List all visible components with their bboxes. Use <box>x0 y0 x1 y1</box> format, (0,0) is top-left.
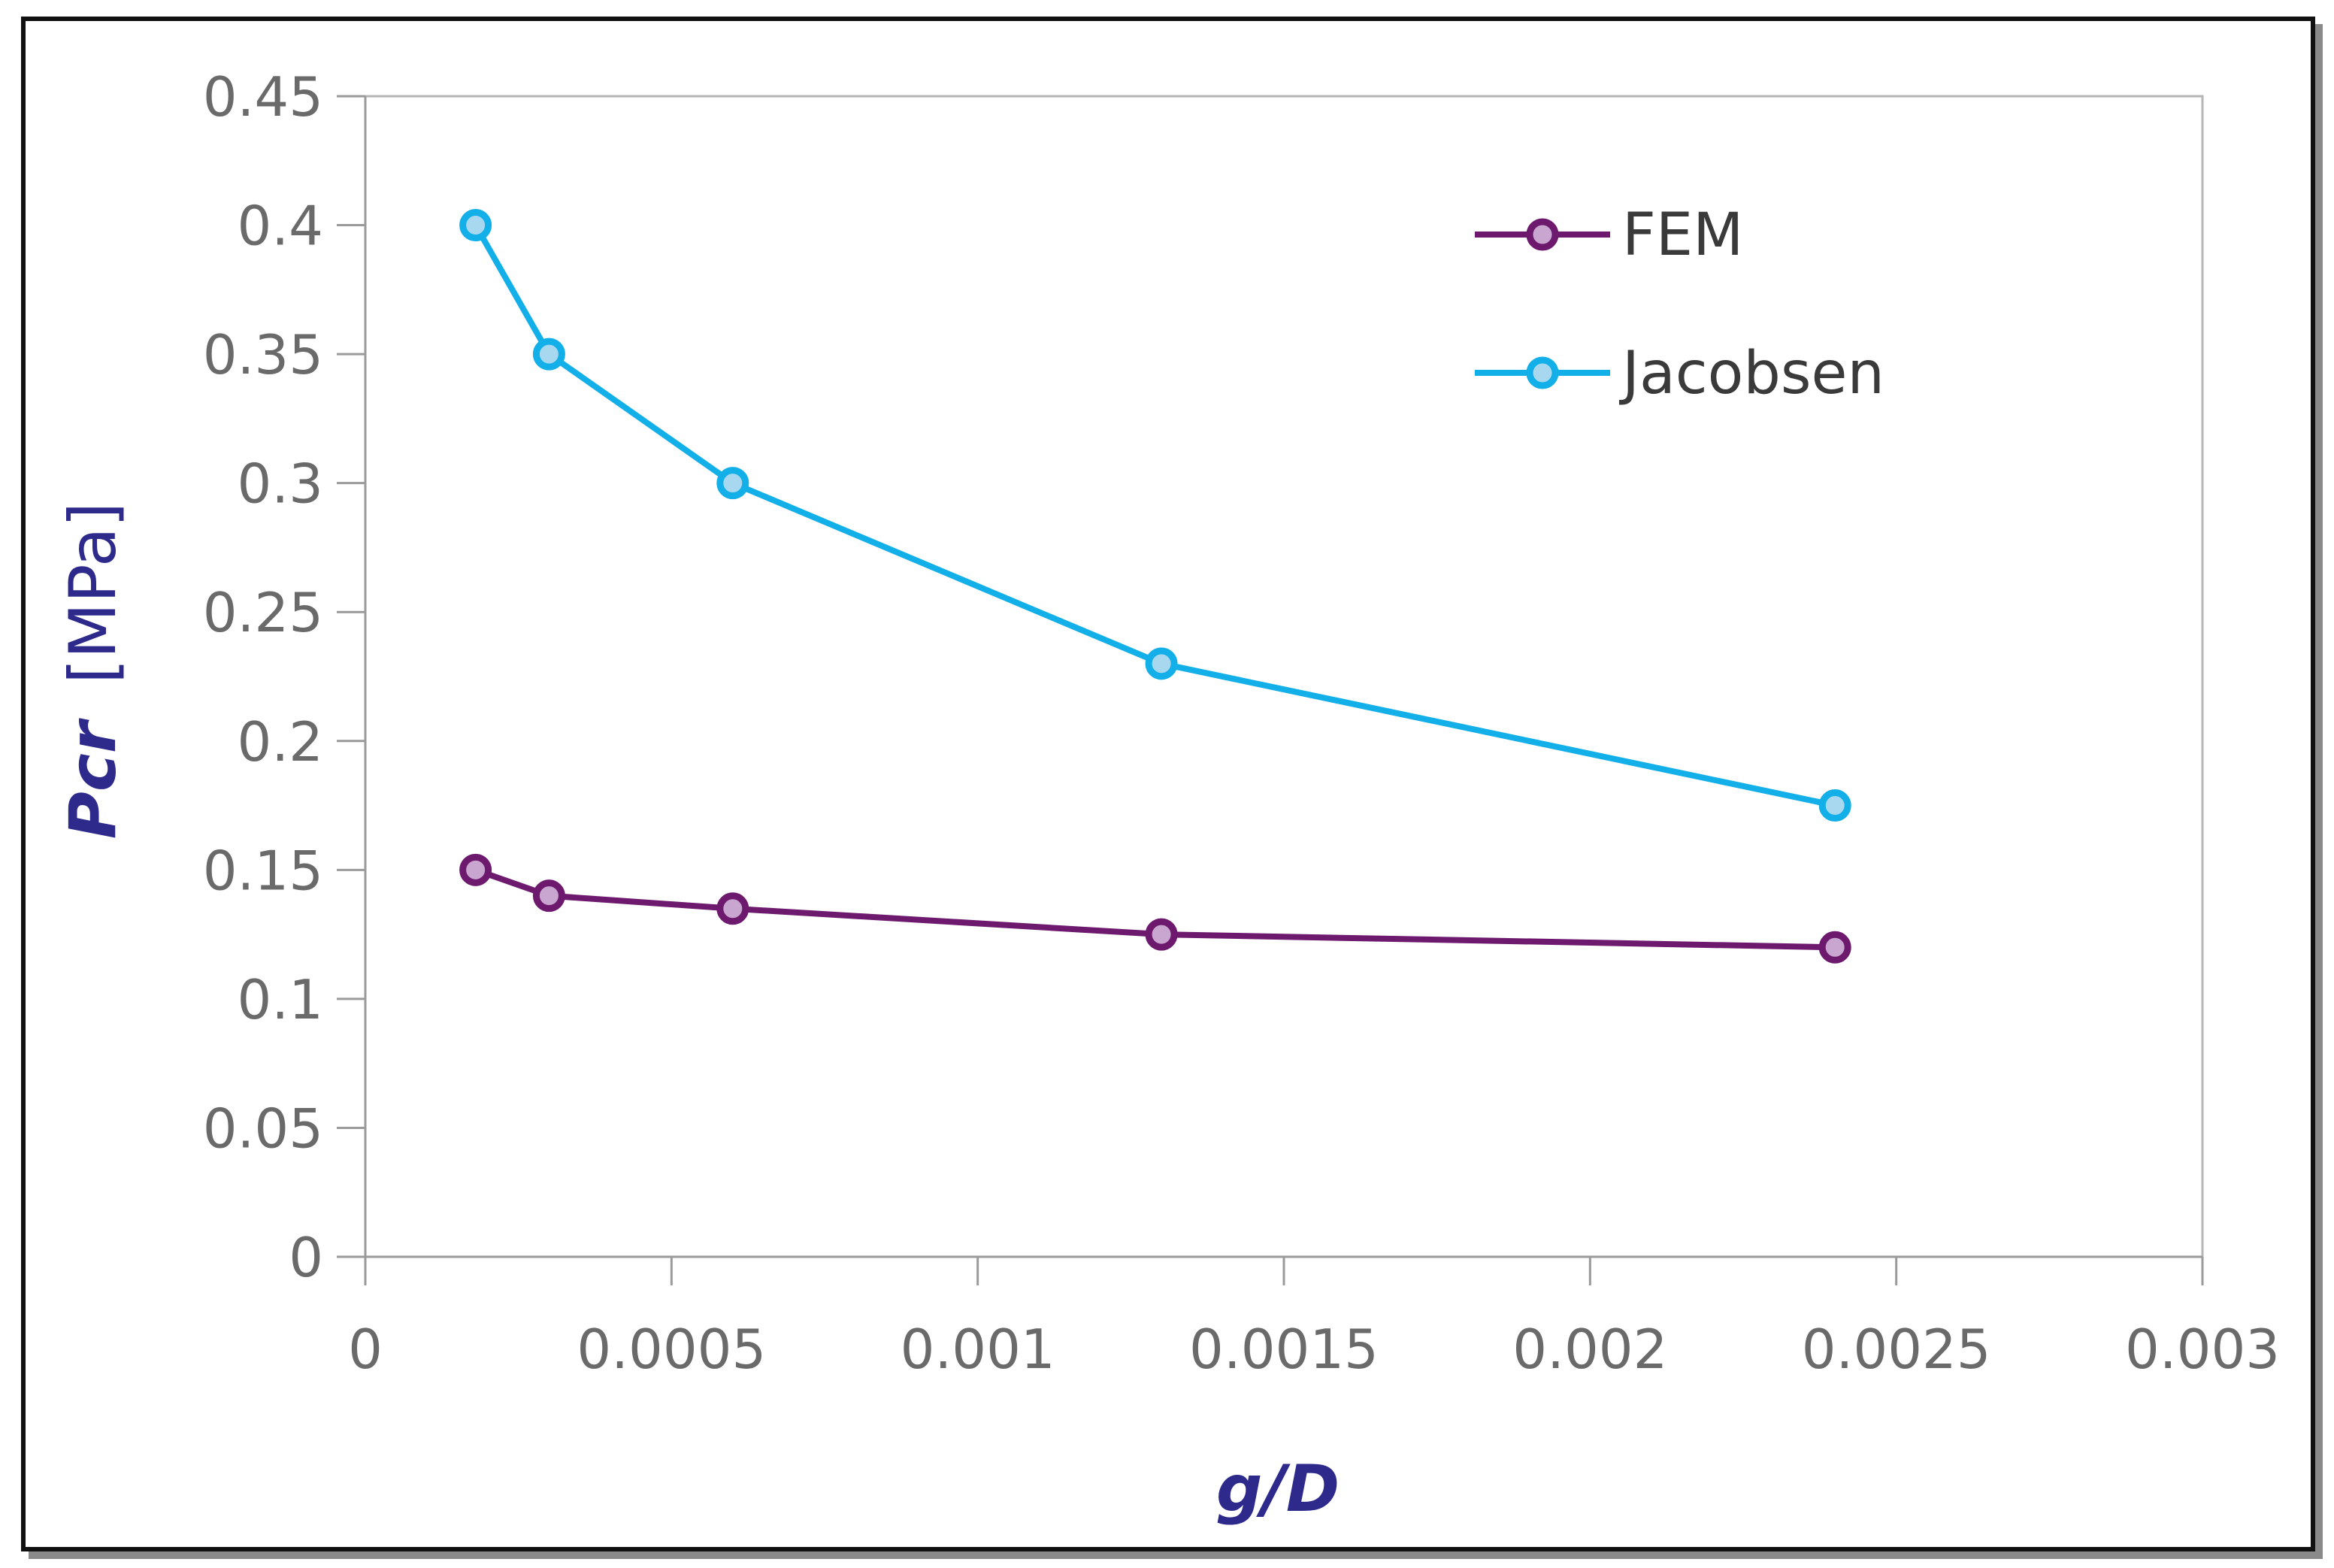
data-point-fem <box>459 853 492 886</box>
plot-area-border <box>364 95 2204 1258</box>
y-tick-label: 0.3 <box>237 453 323 516</box>
data-point-fem <box>1818 931 1851 964</box>
data-point-jacobsen <box>459 209 492 242</box>
chart-frame <box>21 17 2315 1551</box>
legend-item-jacobsen: Jacobsen <box>1475 340 1884 407</box>
x-axis-title: g/D <box>1216 1451 1340 1527</box>
data-point-fem <box>532 879 565 913</box>
legend-item-fem: FEM <box>1475 201 1743 269</box>
y-tick-label: 0 <box>289 1226 323 1289</box>
legend-marker <box>1526 218 1559 251</box>
series-layer <box>459 209 1851 964</box>
x-tick-label: 0.002 <box>1512 1318 1667 1381</box>
series-line-jacobsen <box>473 223 1836 809</box>
x-tick-label: 0.0005 <box>577 1318 766 1381</box>
y-tick-label: 0.35 <box>203 323 323 386</box>
y-axis-title: Pcr [MPa] <box>56 502 131 839</box>
y-tick-label: 0.45 <box>203 65 323 129</box>
data-point-jacobsen <box>532 338 565 371</box>
y-tick-label: 0.15 <box>203 839 323 902</box>
legend: FEM Jacobsen <box>1475 201 1884 407</box>
legend-label: FEM <box>1622 201 1743 269</box>
x-tick-label: 0.0025 <box>1802 1318 1991 1381</box>
y-axis-title-symbol: Pcr <box>56 718 131 839</box>
y-tick-label: 0.2 <box>237 710 323 773</box>
legend-label: Jacobsen <box>1618 340 1884 407</box>
y-tick-label: 0.4 <box>237 195 323 258</box>
y-axis-title-unit: [MPa] <box>56 502 131 684</box>
y-tick-label: 0.05 <box>203 1097 323 1160</box>
axes <box>337 95 2204 1285</box>
x-tick-label: 0.001 <box>901 1318 1055 1381</box>
y-axis-ticks: 0 0.05 0.1 0.15 0.2 0.25 0.3 0.35 0.4 0.45 <box>203 65 365 1289</box>
data-point-fem <box>1145 918 1178 951</box>
series-fem <box>459 853 1851 964</box>
x-tick-label: 0.003 <box>2125 1318 2280 1381</box>
y-tick-label: 0.25 <box>203 581 323 644</box>
data-point-jacobsen <box>1145 647 1178 680</box>
series-jacobsen <box>459 209 1851 822</box>
x-axis-ticks: 0 0.0005 0.001 0.0015 0.002 0.0025 0.003 <box>348 1257 2280 1381</box>
x-tick-label: 0 <box>348 1318 383 1381</box>
legend-marker <box>1526 356 1559 389</box>
data-point-jacobsen <box>716 467 749 500</box>
x-tick-label: 0.0015 <box>1189 1318 1379 1381</box>
y-tick-label: 0.1 <box>237 968 323 1031</box>
data-point-fem <box>716 892 749 925</box>
data-point-jacobsen <box>1818 789 1851 822</box>
